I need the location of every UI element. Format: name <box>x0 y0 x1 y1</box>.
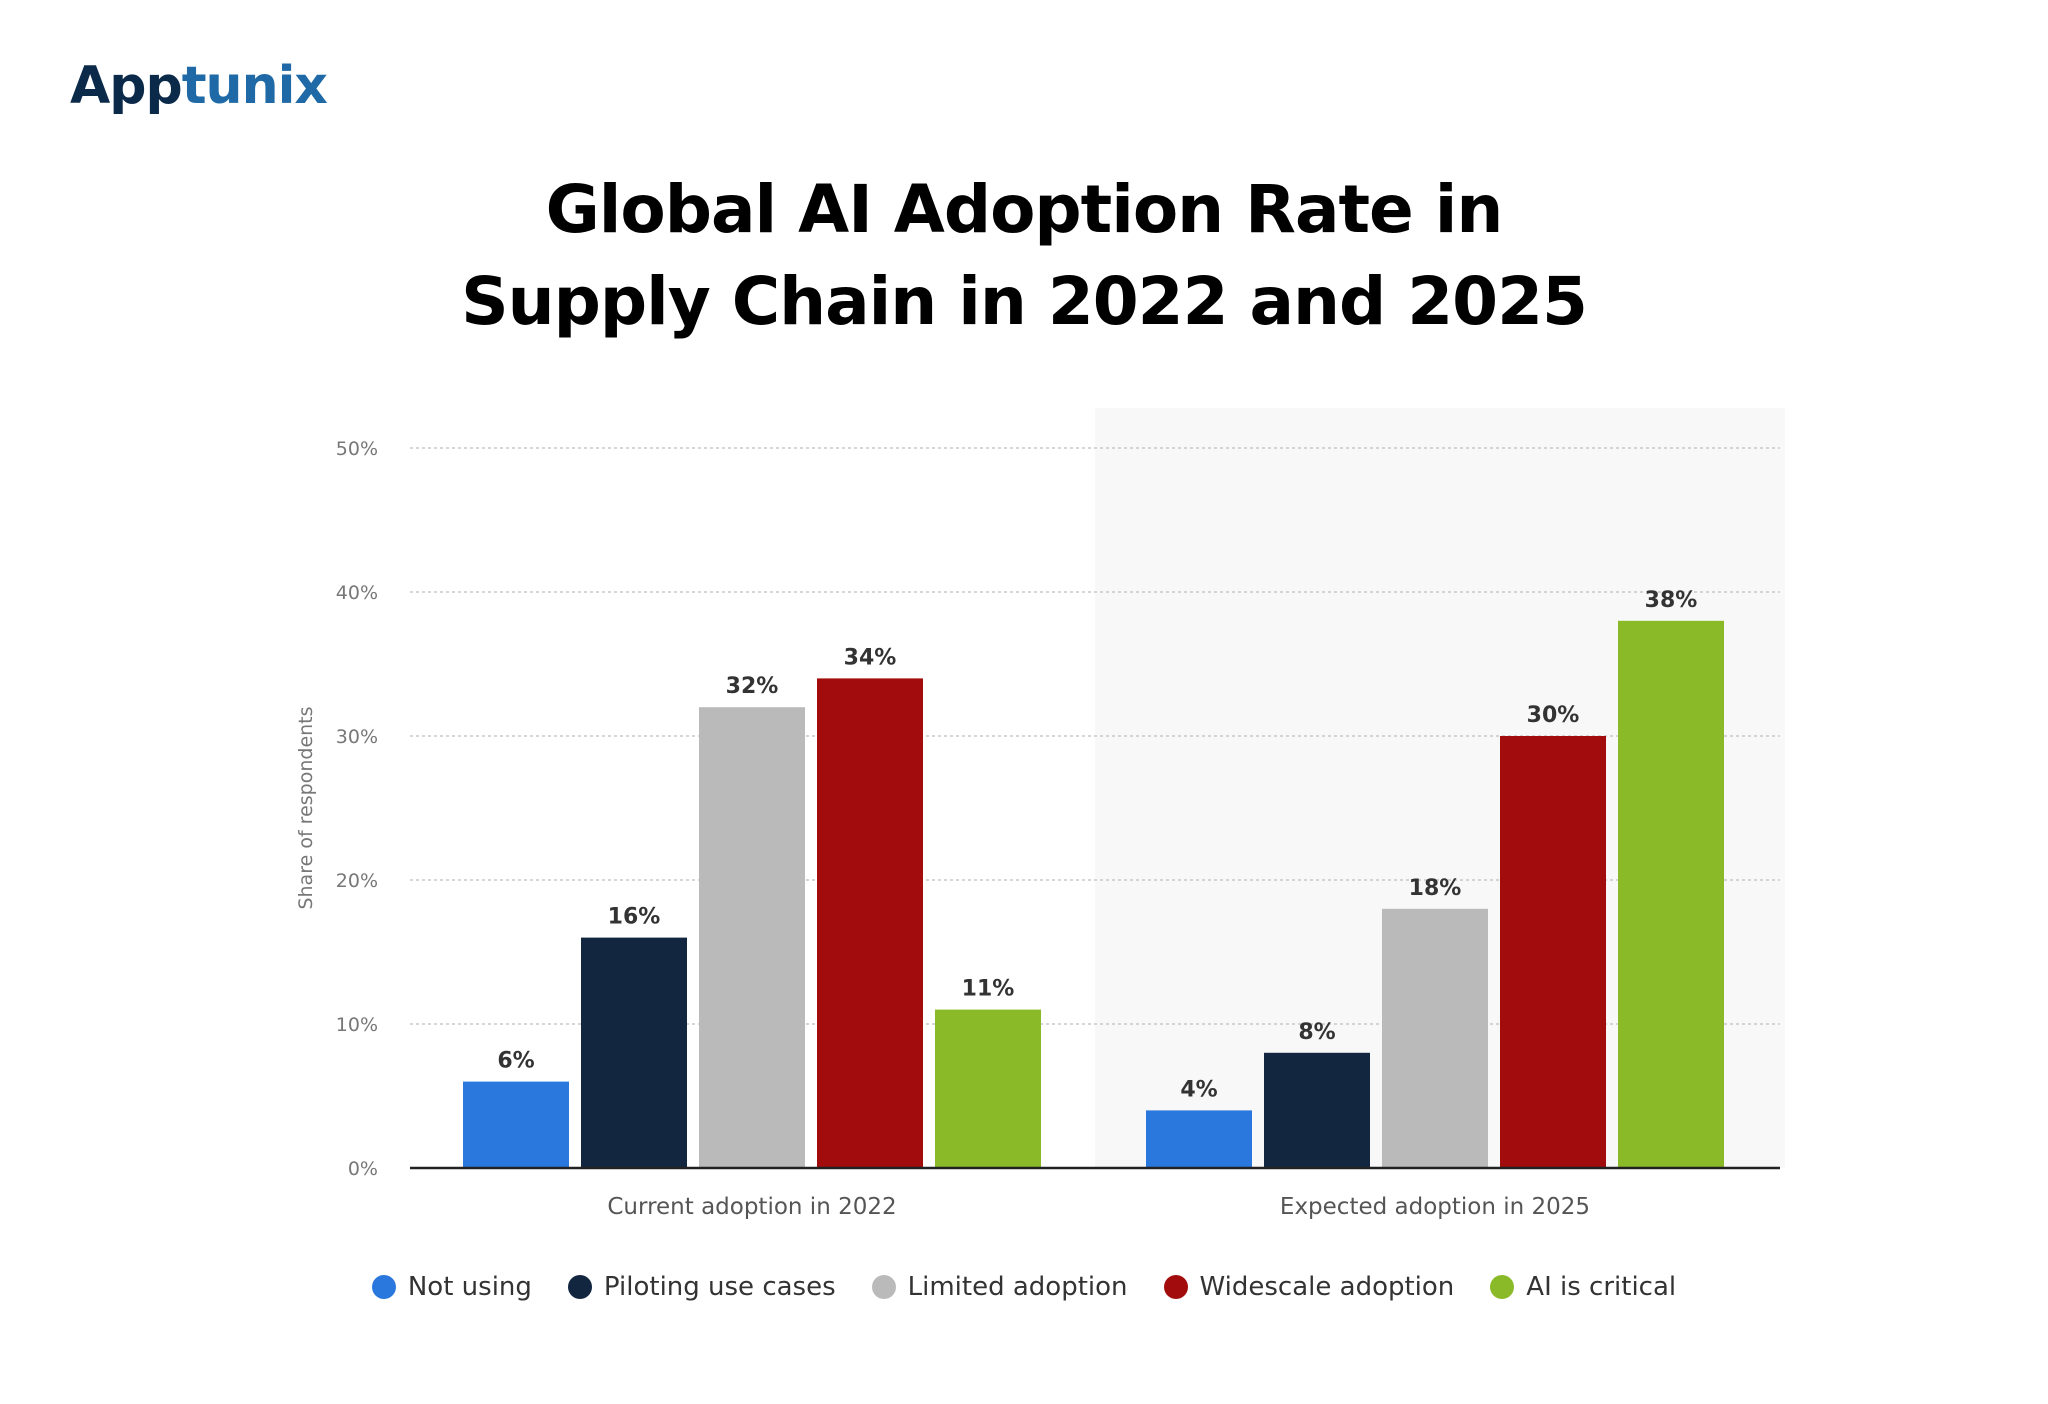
x-category-label: Expected adoption in 2025 <box>1280 1194 1590 1220</box>
chart-legend: Not using Piloting use cases Limited adopt… <box>0 1272 2048 1302</box>
y-tick-label: 30% <box>336 726 378 748</box>
legend-swatch <box>871 1275 896 1299</box>
legend-item: AI is critical <box>1490 1272 1676 1302</box>
legend-label: Limited adoption <box>907 1272 1128 1302</box>
legend-label: Widescale adoption <box>1199 1272 1455 1302</box>
brand-logo-part2: tunix <box>181 56 328 116</box>
legend-label: AI is critical <box>1526 1272 1677 1302</box>
bar <box>1618 620 1724 1168</box>
bar-value-label: 18% <box>1409 876 1462 901</box>
brand-logo-part1: App <box>70 56 183 116</box>
chart-title-line2: Supply Chain in 2022 and 2025 <box>461 263 1588 340</box>
y-tick-label: 40% <box>336 582 378 604</box>
legend-item: Widescale adoption <box>1163 1272 1455 1302</box>
bar <box>699 707 805 1168</box>
bar-value-label: 30% <box>1527 703 1580 728</box>
bar-value-label: 6% <box>497 1049 534 1074</box>
bar-value-label: 4% <box>1180 1077 1217 1102</box>
bar-value-label: 34% <box>844 645 897 670</box>
legend-swatch <box>1490 1275 1515 1299</box>
brand-logo: App tunix <box>70 56 328 116</box>
bar-value-label: 16% <box>608 905 661 930</box>
bar-value-label: 38% <box>1645 588 1698 613</box>
chart-title-line1: Global AI Adoption Rate in <box>545 171 1504 248</box>
bar <box>1264 1052 1370 1168</box>
bar-value-label: 8% <box>1298 1020 1335 1045</box>
y-tick-label: 20% <box>336 870 378 892</box>
legend-swatch <box>371 1275 396 1299</box>
chart-title: Global AI Adoption Rate in Supply Chain … <box>0 164 2048 348</box>
y-axis-label: Share of respondents <box>295 706 317 909</box>
bar-value-label: 32% <box>726 674 779 699</box>
y-tick-label: 10% <box>336 1014 378 1036</box>
legend-item: Not using <box>371 1272 532 1302</box>
bar <box>817 678 923 1168</box>
legend-swatch <box>1163 1275 1188 1299</box>
bar-value-label: 11% <box>962 977 1015 1002</box>
bar <box>1500 736 1606 1168</box>
legend-swatch <box>567 1275 592 1299</box>
bar <box>935 1009 1041 1168</box>
bar <box>581 937 687 1168</box>
y-tick-label: 50% <box>336 438 378 460</box>
bar <box>1146 1110 1252 1168</box>
bar <box>1382 908 1488 1168</box>
y-tick-label: 0% <box>348 1158 378 1180</box>
x-category-label: Current adoption in 2022 <box>607 1194 896 1220</box>
legend-label: Piloting use cases <box>603 1272 836 1302</box>
bar <box>463 1081 569 1168</box>
legend-item: Limited adoption <box>871 1272 1128 1302</box>
legend-item: Piloting use cases <box>567 1272 836 1302</box>
legend-label: Not using <box>407 1272 532 1302</box>
